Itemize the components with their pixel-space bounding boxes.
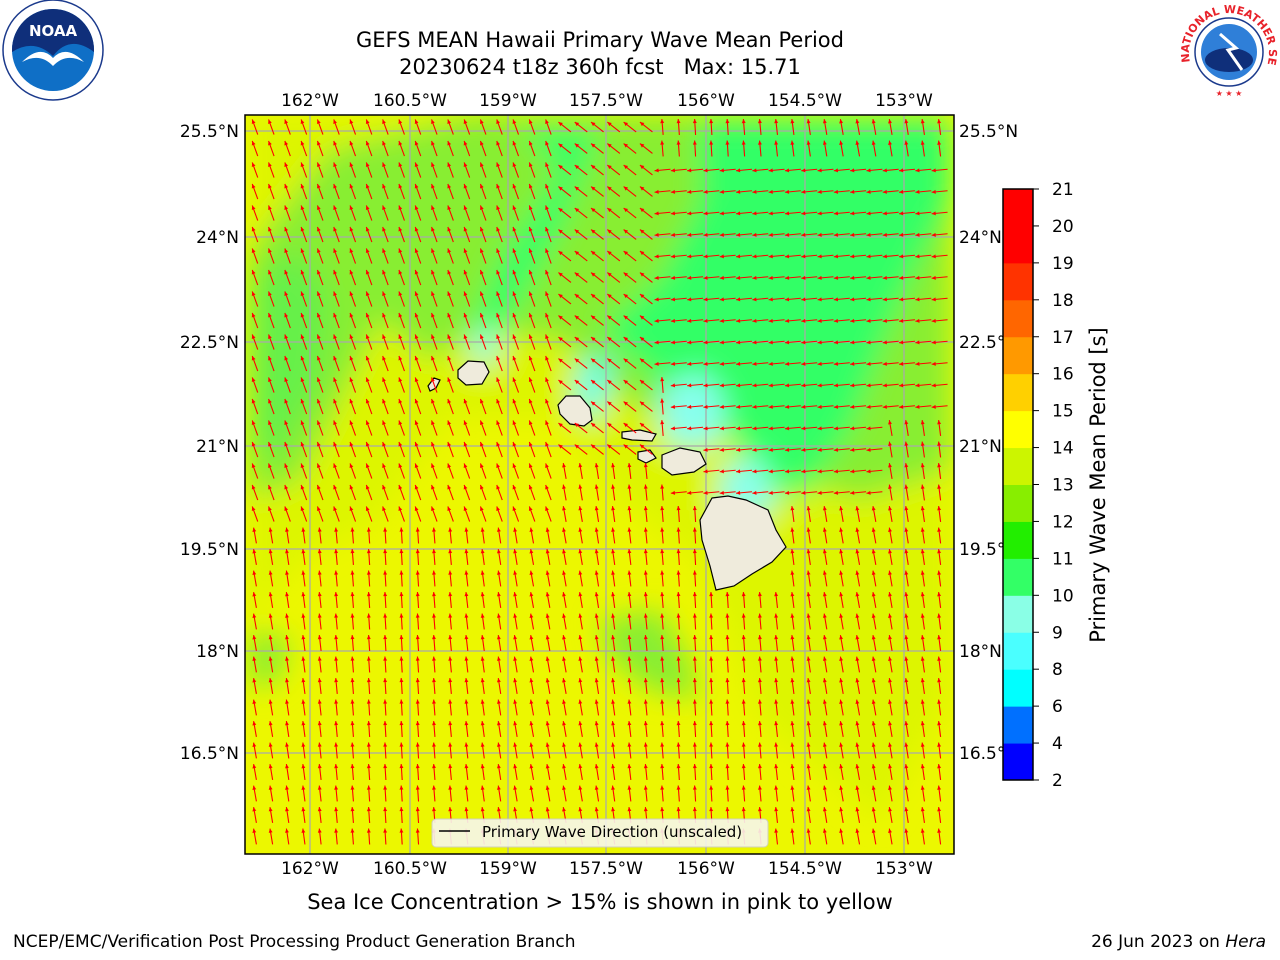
colorbar-tick: 6 bbox=[1052, 697, 1063, 717]
island-0 bbox=[457, 360, 490, 386]
colorbar: 2 4 6 8 9 10 11 12 13 14 15 16 17 18 19 20 21 bbox=[1002, 180, 1074, 791]
noaa-logo-icon: NOAA bbox=[2, 0, 104, 101]
lon-tick-bottom: 154.5°W bbox=[768, 859, 842, 879]
lon-tick-top: 157.5°W bbox=[569, 91, 643, 111]
colorbar-bin bbox=[1003, 410, 1033, 449]
footer-date: 26 Jun 2023 on Hera bbox=[1091, 932, 1266, 952]
lon-tick-bottom: 159°W bbox=[479, 859, 537, 879]
colorbar-tick: 20 bbox=[1052, 217, 1074, 237]
colorbar-tick: 11 bbox=[1052, 549, 1074, 569]
colorbar-bin bbox=[1003, 521, 1033, 559]
lat-tick-left: 18°N bbox=[196, 642, 239, 662]
colorbar-bin bbox=[1003, 373, 1033, 412]
colorbar-bin bbox=[1003, 595, 1033, 633]
lon-tick-top: 153°W bbox=[875, 91, 933, 111]
sea-ice-note: Sea Ice Concentration > 15% is shown in … bbox=[307, 890, 893, 914]
legend-label: Primary Wave Direction (unscaled) bbox=[482, 823, 742, 841]
lon-tick-top: 154.5°W bbox=[768, 91, 842, 111]
map-legend: Primary Wave Direction (unscaled) bbox=[431, 818, 769, 848]
colorbar-tick: 15 bbox=[1052, 402, 1074, 422]
lon-tick-top: 162°W bbox=[281, 91, 339, 111]
lon-tick-top: 159°W bbox=[479, 91, 537, 111]
colorbar-tick: 4 bbox=[1052, 734, 1063, 754]
island-3 bbox=[621, 429, 657, 442]
wave-period-field bbox=[245, 115, 954, 854]
nws-logo-icon: NATIONAL WEATHER SERVICE ★ ★ ★ bbox=[1176, 0, 1279, 98]
graticule bbox=[245, 115, 954, 854]
lat-tick-right: 18°N bbox=[959, 642, 1002, 662]
colorbar-bin bbox=[1003, 447, 1033, 485]
lon-tick-bottom: 153°W bbox=[875, 859, 933, 879]
lon-tick-bottom: 162°W bbox=[281, 859, 339, 879]
lat-tick-left: 22.5°N bbox=[180, 333, 239, 353]
colorbar-tick: 12 bbox=[1052, 512, 1074, 532]
colorbar-tick: 9 bbox=[1052, 623, 1063, 643]
colorbar-bin bbox=[1003, 632, 1033, 670]
lon-tick-bottom: 160.5°W bbox=[373, 859, 447, 879]
footer-credit: NCEP/EMC/Verification Post Processing Pr… bbox=[13, 932, 576, 952]
svg-text:NOAA: NOAA bbox=[29, 22, 78, 40]
colorbar-label: Primary Wave Mean Period [s] bbox=[1086, 327, 1110, 643]
island-5 bbox=[661, 447, 707, 476]
colorbar-tick: 10 bbox=[1052, 586, 1074, 606]
colorbar-bin bbox=[1003, 299, 1033, 338]
colorbar-tick: 21 bbox=[1052, 180, 1074, 200]
colorbar-bin bbox=[1003, 189, 1033, 227]
lat-tick-left: 16.5°N bbox=[180, 744, 239, 764]
lon-tick-top: 160.5°W bbox=[373, 91, 447, 111]
colorbar-tick: 17 bbox=[1052, 328, 1074, 348]
footer-machine: Hera bbox=[1225, 932, 1266, 952]
colorbar-bin bbox=[1003, 743, 1033, 781]
wave-direction-vectors bbox=[251, 118, 948, 845]
colorbar-bin bbox=[1003, 225, 1033, 264]
lat-tick-left: 25.5°N bbox=[180, 122, 239, 142]
lat-tick-left: 21°N bbox=[196, 437, 239, 457]
colorbar-tick: 19 bbox=[1052, 254, 1074, 274]
colorbar-tick: 18 bbox=[1052, 291, 1074, 311]
colorbar-bin bbox=[1003, 706, 1033, 744]
lat-tick-right: 25.5°N bbox=[959, 122, 1018, 142]
colorbar-bin bbox=[1003, 669, 1033, 707]
colorbar-bin bbox=[1003, 484, 1033, 522]
colorbar-tick: 16 bbox=[1052, 365, 1074, 385]
colorbar-bin bbox=[1003, 262, 1033, 301]
lat-tick-right: 21°N bbox=[959, 437, 1002, 457]
footer-date-text: 26 Jun 2023 on bbox=[1091, 932, 1220, 952]
svg-text:★ ★ ★: ★ ★ ★ bbox=[1216, 89, 1243, 98]
colorbar-tick: 2 bbox=[1052, 771, 1063, 791]
colorbar-tick: 13 bbox=[1052, 476, 1074, 496]
colorbar-bin bbox=[1003, 558, 1033, 596]
colorbar-tick: 8 bbox=[1052, 660, 1063, 680]
lon-tick-top: 156°W bbox=[677, 91, 735, 111]
chart-title: GEFS MEAN Hawaii Primary Wave Mean Perio… bbox=[356, 28, 844, 52]
map-frame bbox=[244, 114, 955, 855]
lat-tick-left: 24°N bbox=[196, 228, 239, 248]
lon-tick-bottom: 157.5°W bbox=[569, 859, 643, 879]
lat-tick-left: 19.5°N bbox=[180, 540, 239, 560]
colorbar-tick: 14 bbox=[1052, 439, 1074, 459]
island-2 bbox=[557, 395, 593, 427]
lat-tick-right: 24°N bbox=[959, 228, 1002, 248]
chart-subtitle: 20230624 t18z 360h fcst Max: 15.71 bbox=[399, 55, 801, 79]
hawaii-islands bbox=[427, 360, 787, 591]
island-6 bbox=[699, 495, 787, 591]
lon-tick-bottom: 156°W bbox=[677, 859, 735, 879]
colorbar-bin bbox=[1003, 336, 1033, 375]
